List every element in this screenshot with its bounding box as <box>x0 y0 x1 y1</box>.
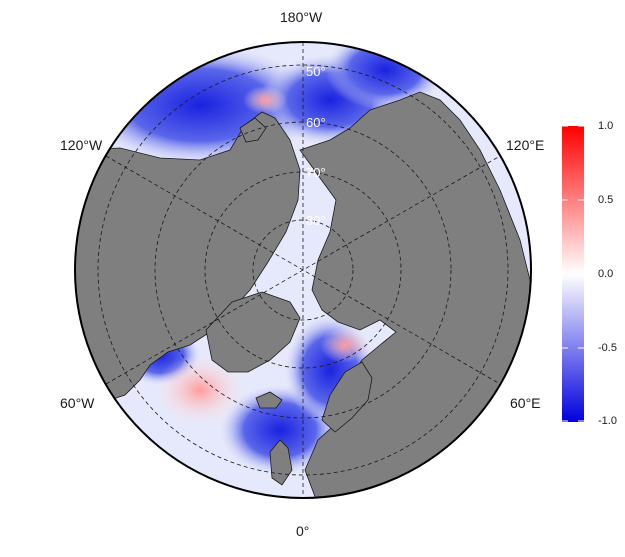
colorbar-labels: 1.0 0.5 0.0 -0.5 -1.0 <box>562 121 622 427</box>
cb-label-0-5: 0.5 <box>598 194 614 206</box>
iceland <box>255 391 283 409</box>
anomaly-blob-barents <box>320 327 370 363</box>
latitude-labels: 50° 60° 70° 80° <box>306 64 326 228</box>
cb-label-0: 0.0 <box>598 268 614 280</box>
scandinavia <box>321 361 373 433</box>
cb-label-m1: -1.0 <box>598 415 617 427</box>
map-border <box>74 41 532 499</box>
lon-label-60e: 60°E <box>510 395 541 411</box>
latitude-circle-70 <box>204 171 402 369</box>
lon-label-0: 0° <box>296 523 310 539</box>
lon-label-120w: 120°W <box>60 137 103 153</box>
meridian-60w-120e <box>105 155 501 385</box>
land-masses <box>75 91 531 498</box>
colorbar <box>562 125 584 422</box>
lon-label-120e: 120°E <box>506 137 545 153</box>
lat-label-50: 50° <box>306 64 326 79</box>
lon-label-180w: 180°W <box>280 9 323 25</box>
alaska-islands <box>239 117 267 143</box>
cb-label-m0-5: -0.5 <box>598 342 617 354</box>
map-disk: 50° 60° 70° 80° <box>75 42 531 498</box>
latitude-circle-80 <box>252 219 354 321</box>
anomaly-blob-chukchi <box>243 86 287 114</box>
graticule <box>97 42 509 498</box>
cb-label-1: 1.0 <box>598 120 614 132</box>
lat-label-60: 60° <box>306 115 326 130</box>
anomaly-blob-subpolar-atlantic <box>155 355 245 425</box>
colorbar-tick-marks <box>562 125 584 422</box>
lat-label-80: 80° <box>306 213 326 228</box>
latitude-circle-60 <box>154 121 452 419</box>
british-isles <box>269 439 293 486</box>
lon-label-60w: 60°W <box>60 395 95 411</box>
lat-label-70: 70° <box>306 165 326 180</box>
latitude-circle-50 <box>97 64 509 476</box>
